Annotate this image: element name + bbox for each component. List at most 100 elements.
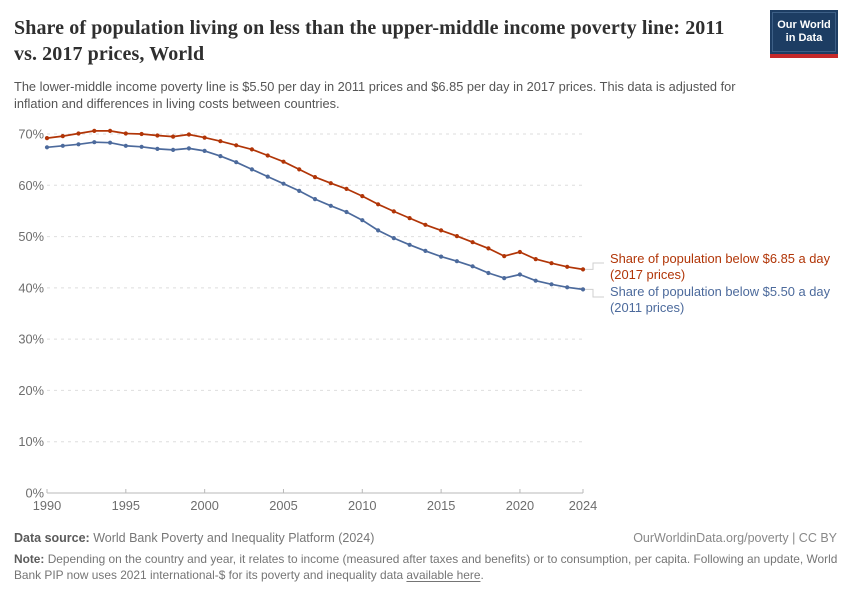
data-point[interactable]	[580, 267, 586, 272]
data-point[interactable]	[265, 153, 270, 158]
data-point[interactable]	[108, 140, 113, 145]
x-tick-label: 2024	[569, 498, 597, 513]
data-point[interactable]	[139, 131, 144, 137]
y-tick-label: 70%	[18, 127, 44, 142]
data-point[interactable]	[234, 160, 239, 165]
y-tick-label: 30%	[18, 332, 44, 347]
y-tick-label: 40%	[18, 280, 44, 295]
data-point[interactable]	[391, 209, 396, 214]
data-point[interactable]	[186, 132, 191, 137]
note-period: .	[480, 568, 484, 582]
data-point[interactable]	[155, 146, 160, 151]
series-label-text: Share of population below $6.85 a day	[610, 251, 831, 266]
data-point[interactable]	[92, 128, 97, 133]
data-point[interactable]	[376, 228, 381, 233]
data-point[interactable]	[171, 147, 176, 152]
data-point[interactable]	[234, 143, 239, 148]
data-source-line: Data source: World Bank Poverty and Ineq…	[14, 531, 374, 545]
data-point[interactable]	[202, 148, 207, 153]
y-tick-label: 50%	[18, 229, 44, 244]
series-label-6.85-2017-prices[interactable]: Share of population below $6.85 a day (2…	[610, 251, 842, 282]
data-point[interactable]	[344, 186, 349, 191]
x-tick-label: 2020	[506, 498, 534, 513]
data-point[interactable]	[549, 261, 554, 266]
data-point[interactable]	[265, 174, 270, 179]
owid-logo-text: Our World in Data	[772, 12, 836, 52]
data-point[interactable]	[454, 234, 459, 239]
data-point[interactable]	[470, 240, 475, 245]
y-tick-label: 60%	[18, 178, 44, 193]
data-point[interactable]	[423, 222, 428, 227]
data-point[interactable]	[486, 270, 491, 276]
data-point[interactable]	[60, 143, 65, 148]
data-point[interactable]	[549, 282, 554, 287]
data-point[interactable]	[439, 254, 444, 259]
owid-logo-line2: in Data	[785, 32, 823, 44]
data-point[interactable]	[517, 249, 523, 255]
data-point[interactable]	[328, 181, 333, 186]
data-point[interactable]	[407, 242, 412, 247]
owid-logo-red-stripe	[770, 54, 838, 58]
available-here-link[interactable]: available here	[406, 568, 481, 582]
data-point[interactable]	[123, 143, 128, 148]
data-point[interactable]	[249, 167, 254, 172]
data-point[interactable]	[44, 136, 50, 141]
label-connector	[585, 288, 604, 298]
data-point[interactable]	[76, 142, 81, 147]
data-point[interactable]	[533, 257, 538, 262]
data-point[interactable]	[517, 272, 523, 277]
data-point[interactable]	[360, 218, 365, 223]
data-point[interactable]	[423, 248, 428, 253]
data-point[interactable]	[391, 236, 396, 241]
data-point[interactable]	[249, 147, 254, 152]
data-point[interactable]	[186, 146, 191, 151]
data-point[interactable]	[486, 246, 491, 251]
data-point[interactable]	[281, 181, 286, 186]
data-point[interactable]	[297, 167, 302, 172]
data-point[interactable]	[454, 259, 459, 264]
data-point[interactable]	[439, 228, 444, 233]
data-source-text: World Bank Poverty and Inequality Platfo…	[89, 531, 375, 545]
series-line-1[interactable]	[46, 141, 584, 291]
data-point[interactable]	[376, 202, 381, 207]
chart-title: Share of population living on less than …	[14, 17, 725, 65]
owid-logo[interactable]: Our World in Data	[770, 10, 838, 58]
data-point[interactable]	[202, 135, 207, 140]
data-point[interactable]	[218, 154, 223, 159]
data-point[interactable]	[44, 145, 50, 150]
rights-divider: |	[788, 531, 799, 545]
data-point[interactable]	[218, 139, 223, 144]
data-point[interactable]	[360, 194, 365, 199]
data-point[interactable]	[533, 278, 538, 283]
data-point[interactable]	[565, 285, 570, 290]
data-point[interactable]	[328, 203, 333, 208]
owid-url-link[interactable]: OurWorldinData.org/poverty	[633, 531, 789, 545]
data-point[interactable]	[123, 131, 128, 136]
data-point[interactable]	[76, 131, 81, 136]
data-point[interactable]	[502, 276, 507, 281]
y-tick-label: 20%	[18, 383, 44, 398]
data-point[interactable]	[312, 197, 318, 202]
label-connector	[585, 262, 604, 270]
data-point[interactable]	[580, 287, 586, 292]
data-point[interactable]	[344, 209, 349, 215]
data-point[interactable]	[92, 140, 97, 145]
data-point[interactable]	[281, 159, 286, 164]
data-point[interactable]	[139, 144, 144, 149]
data-point[interactable]	[502, 254, 507, 259]
data-point[interactable]	[470, 264, 475, 269]
data-point[interactable]	[407, 216, 412, 221]
x-tick-label: 2005	[269, 498, 297, 513]
data-point[interactable]	[108, 128, 113, 133]
data-point[interactable]	[60, 134, 65, 139]
series-label-5.50-2011-prices[interactable]: Share of population below $5.50 a day (2…	[610, 284, 842, 315]
data-point[interactable]	[171, 134, 176, 139]
data-point[interactable]	[297, 188, 302, 193]
series-label-text: (2017 prices)	[610, 266, 686, 282]
data-point[interactable]	[565, 264, 570, 269]
data-point[interactable]	[312, 175, 318, 180]
data-point[interactable]	[155, 133, 160, 138]
data-source-label: Data source:	[14, 531, 90, 545]
